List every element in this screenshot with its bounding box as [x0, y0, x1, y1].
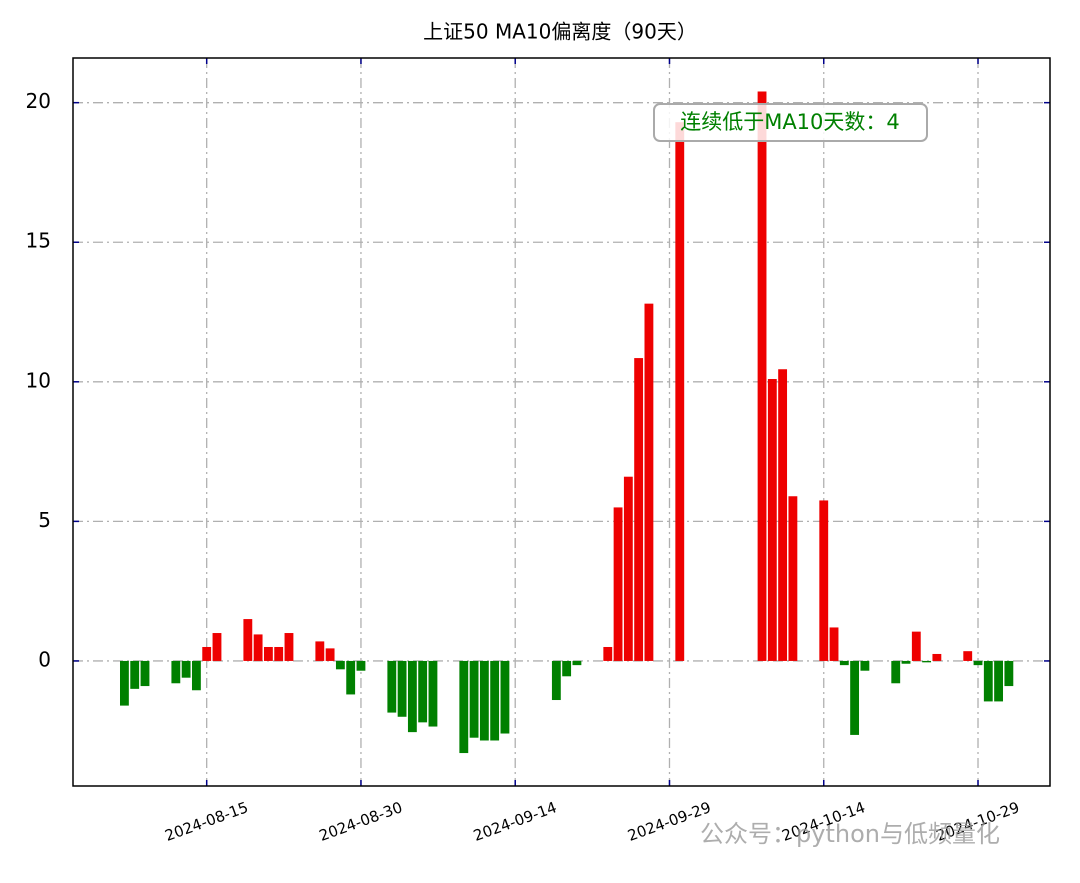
bar: [922, 660, 932, 663]
bar: [634, 358, 644, 661]
y-tick-label: 0: [38, 647, 51, 671]
y-tick-label: 5: [38, 508, 51, 532]
annotation-box: [653, 103, 928, 142]
bar: [130, 660, 140, 689]
bar: [243, 619, 253, 661]
bar: [932, 653, 942, 661]
bar: [613, 507, 623, 661]
bar: [479, 660, 489, 741]
bar: [469, 660, 479, 738]
bar: [253, 634, 263, 661]
bar: [623, 476, 633, 661]
bar: [767, 379, 777, 661]
bar: [819, 500, 829, 661]
bar: [284, 633, 294, 661]
bar: [603, 646, 613, 661]
bar: [335, 660, 345, 670]
plot-frame: [72, 57, 1051, 787]
bar: [1004, 660, 1014, 687]
bar: [418, 660, 428, 723]
bar: [274, 646, 284, 661]
bar: [119, 660, 129, 706]
bar: [346, 660, 356, 695]
bar: [212, 633, 222, 661]
bar: [911, 631, 921, 661]
bar: [572, 660, 582, 666]
bar: [994, 660, 1004, 702]
bar: [551, 660, 561, 701]
y-tick-label: 10: [26, 368, 51, 392]
bar: [140, 660, 150, 687]
bar: [757, 91, 767, 661]
bar: [407, 660, 417, 733]
bar: [983, 660, 993, 702]
watermark: 公众号：python与低频量化: [700, 820, 1000, 848]
bar: [788, 496, 798, 661]
bar: [644, 303, 654, 661]
bar: [490, 660, 500, 741]
annotation: 连续低于MA10天数：4: [680, 110, 900, 134]
bar: [860, 660, 870, 671]
bar: [829, 627, 839, 661]
bar: [839, 660, 849, 666]
bar: [675, 122, 685, 661]
bar: [325, 648, 335, 661]
bar: [901, 660, 911, 664]
bar: [500, 660, 510, 734]
bar: [315, 641, 325, 661]
bar: [850, 660, 860, 735]
chart-title: 上证50 MA10偏离度（90天）: [423, 20, 697, 44]
bar: [973, 660, 983, 666]
bar: [891, 660, 901, 684]
bar: [459, 660, 469, 754]
bar: [397, 660, 407, 717]
bar: [387, 660, 397, 713]
bar: [356, 660, 366, 671]
bar: [202, 646, 212, 661]
y-tick-label: 15: [26, 229, 51, 253]
bar: [191, 660, 201, 691]
bar: [562, 660, 572, 677]
y-tick-label: 20: [26, 89, 51, 113]
bar: [778, 369, 788, 661]
bar: [181, 660, 191, 678]
bar: [963, 651, 973, 661]
bar: [428, 660, 438, 727]
bar: [263, 646, 273, 661]
bar: [171, 660, 181, 684]
